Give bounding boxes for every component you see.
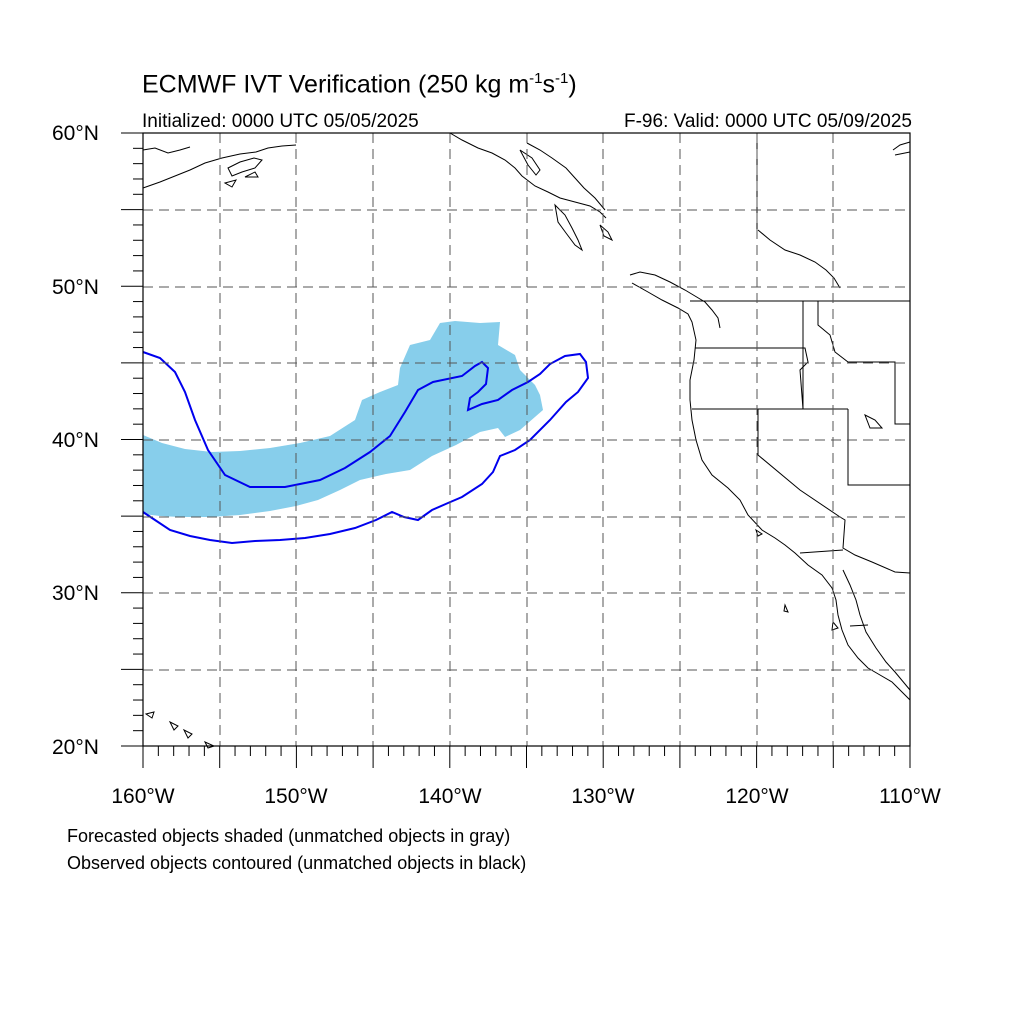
observed-object	[142, 351, 590, 545]
valid-time: F-96: Valid: 0000 UTC 05/09/2025	[624, 111, 912, 132]
initialized-time: Initialized: 0000 UTC 05/05/2025	[142, 111, 419, 132]
lat-label-30n: 30°N	[52, 582, 99, 605]
coastlines	[142, 132, 911, 749]
forecast-object	[143, 321, 543, 517]
lat-label-50n: 50°N	[52, 276, 99, 299]
map-title: ECMWF IVT Verification (250 kg m-1s-1)	[142, 70, 577, 99]
lat-label-40n: 40°N	[52, 429, 99, 452]
political-borders	[690, 133, 911, 627]
observed-note: Observed objects contoured (unmatched ob…	[67, 853, 527, 873]
tick-marks	[121, 132, 911, 768]
lon-label-110w: 110°W	[879, 785, 941, 808]
lon-label-150w: 150°W	[264, 785, 328, 808]
lon-label-130w: 130°W	[571, 785, 635, 808]
lon-label-140w: 140°W	[418, 785, 482, 808]
lon-label-120w: 120°W	[725, 785, 789, 808]
forecast-note: Forecasted objects shaded (unmatched obj…	[67, 826, 511, 846]
lat-label-60n: 60°N	[52, 122, 99, 145]
lat-label-20n: 20°N	[52, 736, 99, 759]
lon-label-160w: 160°W	[111, 785, 175, 808]
graticule	[143, 133, 910, 746]
